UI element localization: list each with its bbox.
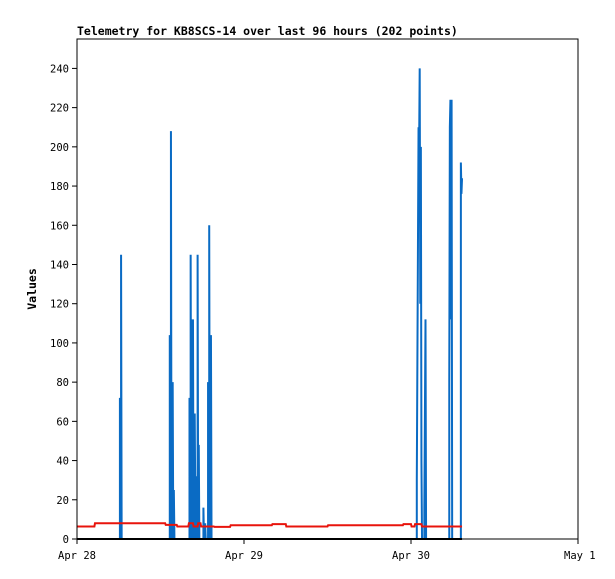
y-tick-label: 120 [50, 299, 69, 311]
x-axis: Apr 28 Apr 29 Apr 30 May 1 [58, 539, 596, 562]
x-tick-label: Apr 29 [225, 550, 263, 562]
series-line-2 [77, 522, 463, 528]
y-axis: 0 20 40 60 80 100 120 140 160 180 200 220 240 [50, 63, 77, 546]
y-tick-label: 60 [56, 416, 69, 428]
y-tick-label: 180 [50, 181, 69, 193]
x-tick-label: Apr 28 [58, 550, 96, 562]
y-tick-label: 140 [50, 259, 69, 271]
y-tick-label: 0 [63, 534, 69, 546]
y-tick-label: 40 [56, 456, 69, 468]
x-tick-label: Apr 30 [392, 550, 430, 562]
y-axis-label: Values [25, 268, 39, 310]
y-tick-label: 200 [50, 142, 69, 154]
y-tick-label: 220 [50, 103, 69, 115]
y-tick-label: 240 [50, 63, 69, 75]
y-tick-label: 160 [50, 220, 69, 232]
x-tick-label: May 1 [564, 550, 596, 562]
y-tick-label: 80 [56, 377, 69, 389]
plot-frame [76, 38, 579, 540]
chart-title: Telemetry for KB8SCS-14 over last 96 hou… [77, 24, 458, 38]
y-tick-label: 100 [50, 338, 69, 350]
y-tick-label: 20 [56, 495, 69, 507]
